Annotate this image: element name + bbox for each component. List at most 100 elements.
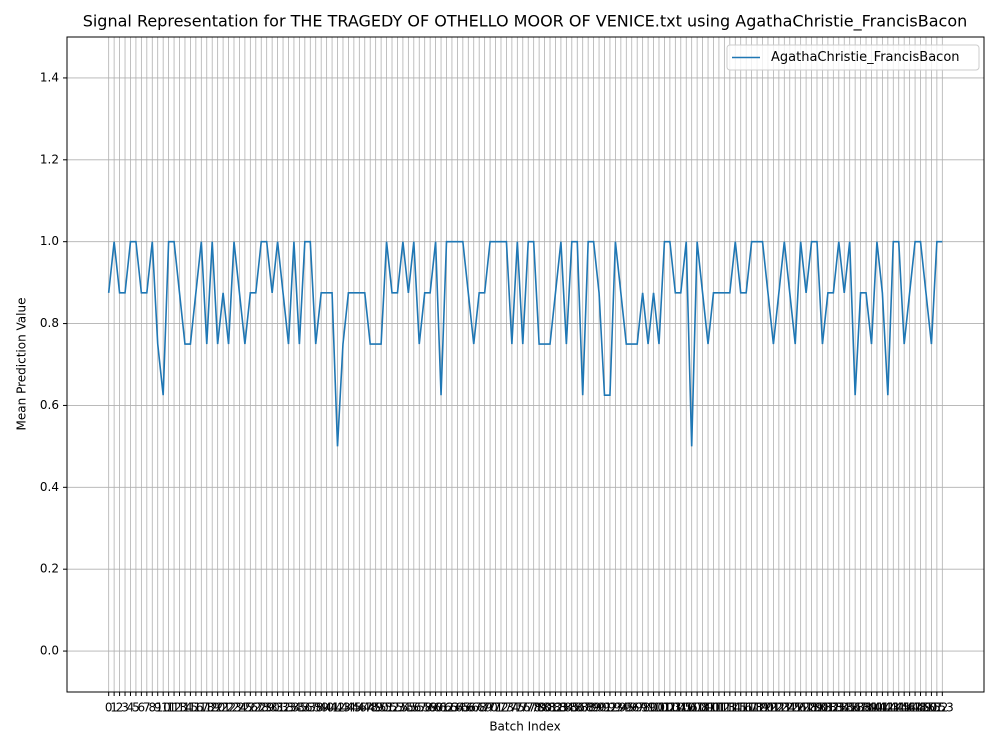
x-tick-label: 120 (751, 701, 774, 715)
x-tick-label: 90 (591, 701, 606, 715)
x-tick-label: 151 (920, 701, 943, 715)
x-tick-label: 94 (613, 701, 628, 715)
x-tick-label: 36 (297, 701, 312, 715)
x-tick-label: 111 (702, 701, 725, 715)
x-tick-label: 37 (303, 701, 318, 715)
x-tick-label: 42 (330, 701, 345, 715)
x-tick-label: 49 (368, 701, 383, 715)
x-tick-label: 15 (183, 701, 198, 715)
x-tick-label: 10 (156, 701, 171, 715)
x-tick-label: 140 (860, 701, 883, 715)
x-tick-label: 97 (630, 701, 645, 715)
x-tick-label: 32 (275, 701, 290, 715)
x-tick-label: 129 (800, 701, 823, 715)
x-tick-label: 141 (865, 701, 888, 715)
x-tick-label: 100 (642, 701, 665, 715)
x-tick-label: 122 (762, 701, 785, 715)
x-tick-label: 29 (259, 701, 274, 715)
x-tick-label: 35 (292, 701, 307, 715)
y-tick-label: 0.6 (40, 398, 59, 412)
x-tick-label: 21 (215, 701, 230, 715)
legend-box (726, 44, 980, 71)
x-tick-label: 16 (188, 701, 203, 715)
x-tick-label: 55 (401, 701, 416, 715)
x-tick-label: 25 (237, 701, 252, 715)
x-tick-label: 125 (778, 701, 801, 715)
x-tick-label: 81 (542, 701, 557, 715)
x-tick-label: 6 (138, 701, 146, 715)
data-line (107, 240, 943, 447)
x-tick-label: 2 (116, 701, 124, 715)
y-axis-label: Mean Prediction Value (15, 298, 29, 431)
x-tick-label: 138 (849, 701, 872, 715)
x-tick-label: 20 (210, 701, 225, 715)
x-tick-label: 11 (161, 701, 176, 715)
x-tick-label: 104 (664, 701, 687, 715)
x-tick-label: 38 (308, 701, 323, 715)
x-tick-label: 114 (718, 701, 741, 715)
x-tick-label: 127 (789, 701, 812, 715)
x-tick-label: 66 (461, 701, 476, 715)
x-tick-label: 126 (784, 701, 807, 715)
x-tick-label: 70 (482, 701, 497, 715)
y-tick-label: 1.0 (40, 234, 59, 248)
x-tick-label: 14 (177, 701, 192, 715)
x-tick-label: 117 (735, 701, 758, 715)
x-tick-label: 22 (221, 701, 236, 715)
x-tick-label: 133 (822, 701, 845, 715)
x-tick-label: 87 (575, 701, 590, 715)
x-tick-label: 4 (127, 701, 135, 715)
x-tick-label: 112 (707, 701, 730, 715)
x-tick-label: 3 (121, 701, 129, 715)
x-tick-label: 52 (384, 701, 399, 715)
x-tick-label: 5 (132, 701, 140, 715)
x-tick-label: 57 (412, 701, 427, 715)
y-tick-label: 0.4 (40, 480, 59, 494)
x-tick-label: 145 (887, 701, 910, 715)
x-tick-label: 134 (827, 701, 850, 715)
x-tick-label: 23 (226, 701, 241, 715)
x-tick-label: 12 (166, 701, 181, 715)
x-tick-label: 142 (871, 701, 894, 715)
x-tick-label: 64 (450, 701, 465, 715)
x-tick-label: 92 (602, 701, 617, 715)
x-tick-label: 136 (838, 701, 861, 715)
x-tick-label: 71 (488, 701, 503, 715)
x-tick-label: 77 (521, 701, 536, 715)
x-tick-label: 95 (619, 701, 634, 715)
x-tick-label: 40 (319, 701, 334, 715)
x-tick-label: 83 (553, 701, 568, 715)
x-tick-label: 91 (597, 701, 612, 715)
x-tick-label: 17 (194, 701, 209, 715)
x-tick-label: 48 (363, 701, 378, 715)
x-tick-label: 56 (406, 701, 421, 715)
legend-label: AgathaChristie_FrancisBacon (771, 50, 960, 65)
x-tick-label: 60 (428, 701, 443, 715)
x-tick-label: 119 (746, 701, 769, 715)
x-tick-label: 153 (931, 701, 954, 715)
x-tick-label: 149 (909, 701, 932, 715)
x-tick-label: 128 (795, 701, 818, 715)
x-tick-label: 80 (537, 701, 552, 715)
x-tick-label: 152 (925, 701, 948, 715)
x-tick-label: 107 (680, 701, 703, 715)
x-tick-label: 26 (243, 701, 258, 715)
x-tick-label: 132 (816, 701, 839, 715)
x-tick-label: 30 (264, 701, 279, 715)
x-tick-label: 105 (669, 701, 692, 715)
x-tick-label: 146 (893, 701, 916, 715)
x-tick-label: 44 (341, 701, 356, 715)
x-tick-label: 101 (648, 701, 671, 715)
x-tick-label: 58 (417, 701, 432, 715)
x-tick-label: 65 (455, 701, 470, 715)
x-tick-label: 147 (898, 701, 921, 715)
x-tick-label: 98 (635, 701, 650, 715)
x-tick-label: 18 (199, 701, 214, 715)
x-tick-label: 139 (855, 701, 878, 715)
x-tick-label: 85 (564, 701, 579, 715)
x-tick-label: 19 (205, 701, 220, 715)
x-tick-label: 31 (270, 701, 285, 715)
x-tick-label: 78 (526, 701, 541, 715)
x-tick-label: 102 (653, 701, 676, 715)
plot-frame (66, 36, 985, 693)
